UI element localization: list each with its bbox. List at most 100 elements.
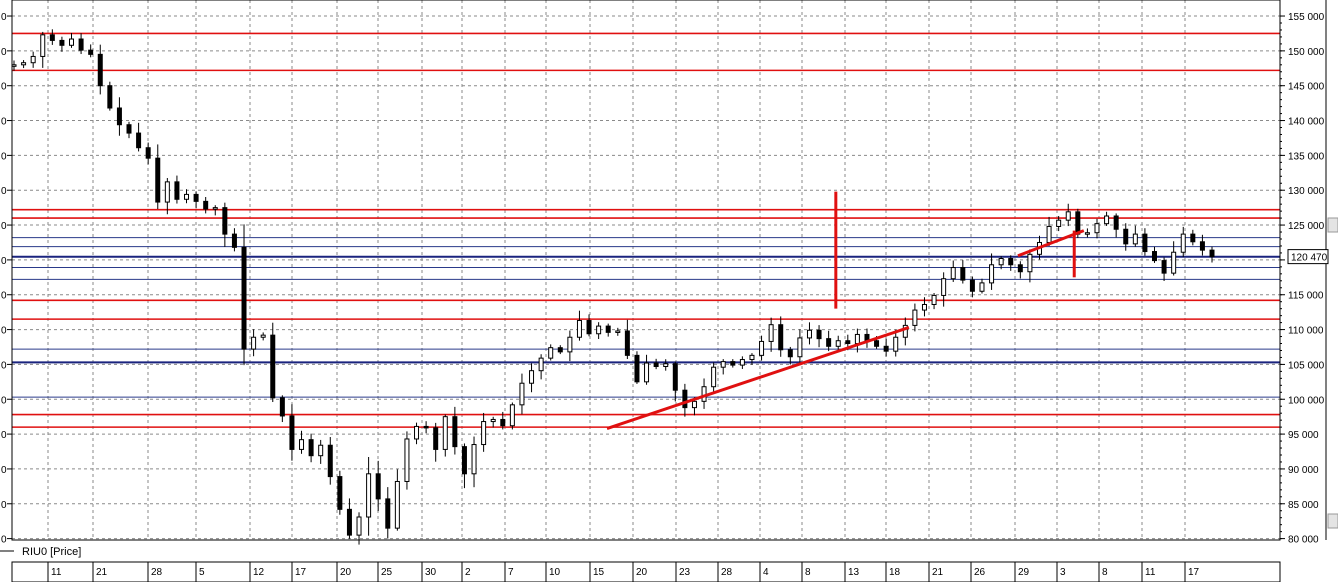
x-tick-label: 10 <box>549 567 561 578</box>
left-tick-label: 0 <box>1 395 7 406</box>
candle-body <box>212 207 218 210</box>
candle-body <box>998 258 1004 266</box>
candle-body <box>1094 223 1100 234</box>
candle-body <box>969 279 975 292</box>
candle-body <box>452 416 458 448</box>
x-tick-label: 13 <box>848 567 860 578</box>
left-tick-label: 0 <box>1 117 7 128</box>
left-tick-label: 0 <box>1 256 7 267</box>
candle-body <box>941 278 947 296</box>
candle-body <box>1046 225 1052 243</box>
x-tick-label: 21 <box>96 567 108 578</box>
candle-body <box>145 147 151 159</box>
candle-body <box>69 38 75 46</box>
candle-body <box>260 334 266 338</box>
trend-line <box>606 326 910 430</box>
grid <box>12 0 1280 540</box>
candle-body <box>663 363 669 368</box>
candle-body <box>538 357 544 372</box>
left-tick-label: 0 <box>1 82 7 93</box>
candle-body <box>1075 211 1081 235</box>
candle-body <box>653 362 659 368</box>
candle-body <box>979 282 985 292</box>
candle-body <box>672 363 678 391</box>
candle-body <box>327 444 333 478</box>
x-axis: 11 21 28 5 12 17 20 25 30 2 7 10 15 20 23 28 4 8 13 18 21 26 2… <box>11 561 1281 582</box>
candle-body <box>816 329 822 340</box>
legend: RIU0 [Price] <box>0 546 81 558</box>
candles <box>11 29 1215 545</box>
scrollbar[interactable] <box>1327 217 1338 529</box>
candle-body <box>883 345 889 352</box>
y-tick-label: 80 000 <box>1288 535 1319 546</box>
candle-body <box>778 324 784 351</box>
candle-body <box>241 246 247 350</box>
candle-body <box>375 473 381 500</box>
candle-body <box>950 267 956 280</box>
candle-body <box>711 366 717 388</box>
candle-body <box>164 181 170 203</box>
candle-body <box>1209 249 1215 258</box>
candle-body <box>806 329 812 339</box>
candle-body <box>893 336 899 352</box>
candle-body <box>845 340 851 345</box>
candle-body <box>921 303 927 311</box>
current-price-label: 120 470 <box>1291 253 1328 264</box>
candle-body <box>308 439 314 457</box>
candle-body <box>759 340 765 356</box>
series-label: RIU0 [Price] <box>22 546 81 558</box>
candle-body <box>174 181 180 200</box>
candle-body <box>346 508 352 536</box>
candle-body <box>1027 253 1033 273</box>
y-axis: 80 000 85 000 90 000 95 000 100 000 105 000 11… <box>1280 12 1325 546</box>
y-tick-label: 105 000 <box>1288 360 1325 371</box>
x-tick-label: 17 <box>295 567 307 578</box>
x-tick-label: 28 <box>721 567 733 578</box>
left-tick-label: 0 <box>1 360 7 371</box>
candle-body <box>634 354 640 383</box>
candle-body <box>356 516 362 536</box>
candle-body <box>193 193 199 202</box>
left-tick-label: 0 <box>1 186 7 197</box>
candle-body <box>1065 211 1071 221</box>
candle-body <box>902 324 908 338</box>
candle-body <box>366 473 372 518</box>
candle-body <box>231 233 237 248</box>
candle-body <box>682 389 688 409</box>
candle-body <box>423 425 429 429</box>
candle-body <box>203 200 209 210</box>
candle-body <box>337 476 343 510</box>
left-partial-axis: 0 0 0 0 0 0 0 0 0 0 0 0 0 0 0 0 <box>1 12 12 546</box>
candle-body <box>615 330 621 333</box>
candle-body <box>404 438 410 482</box>
left-tick-label: 0 <box>1 326 7 337</box>
candle-body <box>720 361 726 368</box>
candle-body <box>1180 233 1186 253</box>
candle-body <box>960 267 966 281</box>
candle-body <box>797 337 803 358</box>
candle-body <box>835 340 841 347</box>
candle-body <box>394 480 400 529</box>
x-tick-label: 4 <box>763 567 769 578</box>
candle-body <box>1056 219 1062 227</box>
candle-body <box>874 340 880 347</box>
candle-body <box>251 336 257 350</box>
x-tick-label: 7 <box>508 567 514 578</box>
y-tick-label: 145 000 <box>1288 82 1325 93</box>
x-tick-label: 11 <box>51 567 62 578</box>
candle-body <box>768 324 774 342</box>
candle-body <box>299 439 305 450</box>
candle-body <box>912 309 918 326</box>
x-tick-label: 21 <box>932 567 944 578</box>
candle-body <box>605 325 611 333</box>
x-tick-label: 20 <box>340 567 352 578</box>
x-tick-label: 26 <box>974 567 986 578</box>
candle-body <box>691 400 697 409</box>
candle-body <box>11 64 17 67</box>
x-tick-label: 12 <box>253 567 265 578</box>
left-tick-label: 0 <box>1 12 7 23</box>
candle-body <box>1104 215 1110 225</box>
candle-body <box>126 124 132 134</box>
y-tick-label: 85 000 <box>1288 500 1319 511</box>
